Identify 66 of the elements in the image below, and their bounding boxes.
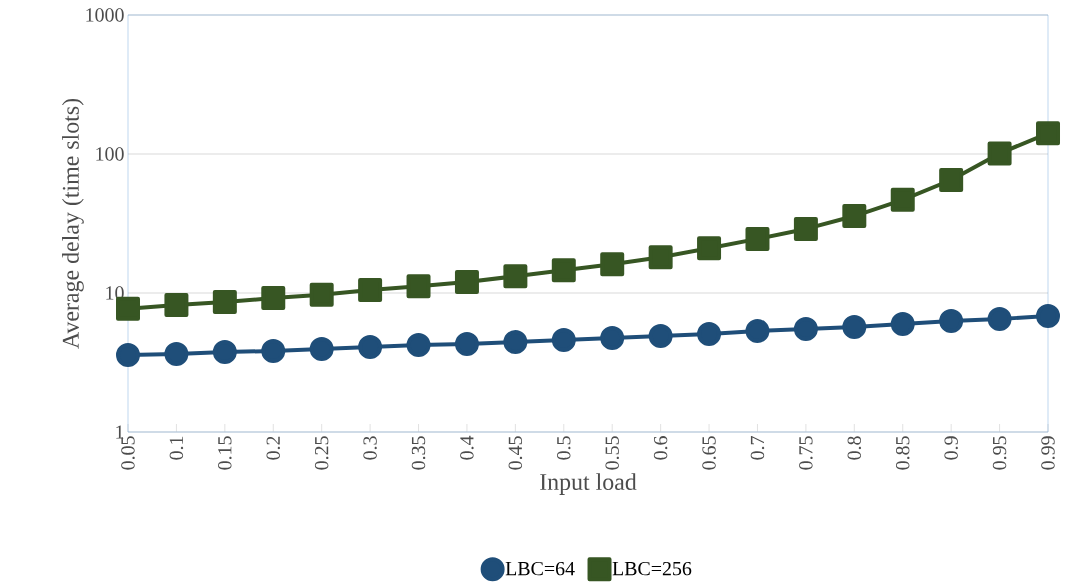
x-tick-label: 0.75 — [799, 436, 813, 470]
x-tick-label: 0.6 — [653, 436, 668, 460]
x-tick-label: 0.65 — [702, 436, 716, 470]
x-tick-label: 0.05 — [121, 436, 135, 470]
point — [697, 236, 722, 261]
x-axis-title: Input load — [540, 473, 637, 495]
x-tick-label: 0.85 — [895, 436, 910, 470]
point — [697, 322, 722, 347]
point — [745, 318, 770, 343]
point — [842, 204, 867, 229]
legend-label: LBC=64 — [505, 561, 575, 576]
point — [116, 343, 140, 368]
point — [551, 258, 576, 283]
point — [939, 309, 964, 334]
x-tick-label: 0.7 — [750, 436, 765, 460]
x-tick-label: 0.25 — [314, 436, 329, 470]
y-tick-label: 1000 — [86, 8, 124, 22]
x-tick-label: 0.3 — [363, 436, 377, 460]
point — [987, 141, 1012, 166]
y-axis-title: Average delay (time slots) — [62, 98, 84, 349]
x-tick-label: 0.99 — [1041, 436, 1055, 470]
point — [212, 290, 237, 315]
point — [358, 334, 383, 359]
point — [793, 216, 818, 241]
x-tick-label: 0.8 — [847, 436, 862, 460]
point — [261, 338, 286, 363]
point — [503, 330, 528, 355]
point — [1036, 121, 1061, 146]
x-tick-label: 0.15 — [218, 436, 232, 470]
point — [454, 331, 479, 356]
point — [939, 168, 964, 193]
point — [600, 326, 625, 351]
point — [454, 270, 479, 294]
point — [648, 324, 673, 349]
point — [1036, 304, 1061, 329]
point — [212, 340, 237, 365]
x-tick-label: 0.9 — [944, 436, 958, 460]
point — [551, 328, 576, 353]
x-tick-label: 0.1 — [169, 436, 184, 460]
point — [406, 332, 431, 357]
legend-label: LBC=256 — [612, 561, 692, 576]
x-tick-label: 0.95 — [992, 436, 1007, 470]
y-tick-label: 1 — [116, 425, 124, 439]
point — [842, 315, 867, 340]
x-tick-label: 0.35 — [411, 436, 426, 470]
point — [309, 336, 334, 361]
point — [745, 226, 770, 251]
point — [309, 282, 334, 307]
point — [890, 187, 915, 212]
point — [793, 316, 818, 341]
x-tick-label: 0.45 — [508, 436, 523, 470]
x-tick-label: 0.5 — [557, 436, 571, 460]
point — [358, 278, 383, 303]
point — [406, 274, 431, 299]
point — [261, 286, 286, 311]
point — [164, 292, 189, 317]
x-tick-label: 0.4 — [460, 435, 474, 460]
point — [648, 245, 673, 270]
point — [890, 312, 915, 337]
point — [164, 342, 189, 367]
x-tick-label: 0.2 — [266, 436, 281, 460]
y-tick-label: 100 — [96, 147, 124, 161]
point — [987, 307, 1012, 332]
point — [503, 264, 528, 289]
point — [600, 252, 625, 277]
x-tick-label: 0.55 — [605, 436, 619, 470]
